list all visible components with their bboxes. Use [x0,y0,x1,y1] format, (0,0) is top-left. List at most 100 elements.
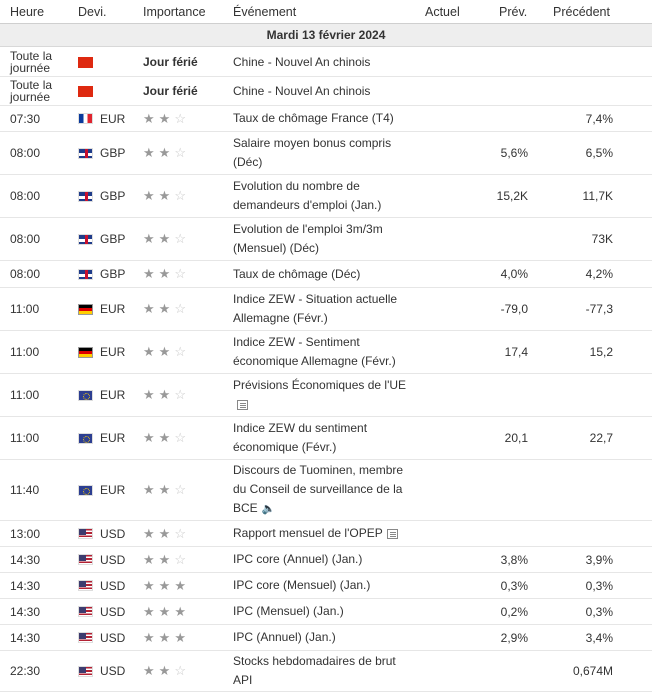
event-name[interactable]: Indice ZEW du sentiment économique (Févr.… [233,417,415,459]
previous-value: 0,3% [585,604,613,619]
flag-us-icon [78,606,93,617]
previous-value: 73K [591,232,613,246]
table-row[interactable]: 08:00 GBP ★ ★ ☆ Evolution du nombre de demande… [0,175,652,218]
table-row[interactable]: 14:30 USD ★ ★ ★ IPC (Mensuel) (Jan.) 0,2% 0,3% [0,599,652,625]
event-name[interactable]: Discours de Tuominen, membre du Conseil d… [233,460,415,520]
event-time: 08:00 [10,189,41,203]
importance-stars: ★ ★ ☆ [143,431,190,444]
event-name[interactable]: Evolution du nombre de demandeurs d'emplo… [233,175,415,217]
actual-value [418,573,464,598]
col-header-importance[interactable]: Importance [143,5,206,19]
previous-value [540,521,613,546]
table-row[interactable]: 11:00 EUR ★ ★ ☆ Indice ZEW du sentiment économ… [0,417,652,460]
star-filled-icon: ★ [158,629,171,645]
table-row[interactable]: 11:00 EUR ★ ★ ☆ Indice ZEW - Sentiment économi… [0,331,652,374]
event-name-text: Prévisions Économiques de l'UE [233,378,407,392]
importance-cell: ★ ★ ☆ [143,175,229,217]
forecast-value [470,106,528,131]
speaker-icon[interactable]: 🔈 [261,502,276,515]
event-name[interactable]: Chine - Nouvel An chinois [233,77,415,105]
event-time: 11:00 [10,345,40,359]
holiday-label: Jour férié [143,84,198,98]
star-filled-icon: ★ [174,603,186,619]
star-empty-icon: ☆ [174,482,186,497]
event-name[interactable]: Indice ZEW - Situation actuelle Allemagne… [233,288,415,330]
currency-cell: EUR [78,417,140,459]
event-name[interactable]: IPC (Mensuel) (Jan.) [233,599,415,624]
event-name-text: Evolution de l'emploi 3m/3m [233,222,383,236]
star-empty-icon: ☆ [174,525,186,541]
event-name[interactable]: Evolution de l'emploi 3m/3m (Mensuel) (Dé… [233,218,415,260]
event-name[interactable]: Indice ZEW - Sentiment économique Allemag… [233,331,415,373]
event-name[interactable]: Prévisions Économiques de l'UE [233,374,415,416]
currency-code: EUR [100,111,126,126]
currency-code: GBP [100,267,126,281]
event-time: 11:00 [10,302,40,316]
table-row[interactable]: 11:00 EUR ★ ★ ☆ Indice ZEW - Situation actuel… [0,288,652,331]
table-row[interactable]: Toute la journée Jour férié Chine - Nouvel … [0,48,652,77]
event-name-text: BCE [233,501,258,516]
table-row[interactable]: 22:30 USD ★ ★ ☆ Stocks hebdomadaires de brut A… [0,651,652,692]
flag-us-icon [78,528,93,539]
star-filled-icon: ★ [143,188,155,203]
col-header-forecast[interactable]: Prév. [499,5,528,19]
currency-cell: EUR [78,288,140,330]
event-name[interactable]: IPC (Annuel) (Jan.) [233,625,415,650]
event-name[interactable]: Salaire moyen bonus compris (Déc) [233,132,415,174]
document-icon[interactable] [386,528,398,539]
currency-code: USD [100,664,126,678]
table-row[interactable]: 11:40 EUR ★ ★ ☆ Discours de Tuominen, membre d… [0,460,652,521]
table-row[interactable]: Toute la journée Jour férié Chine - Nouvel … [0,77,652,106]
importance-stars: ★ ★ ★ [143,579,190,592]
event-name-line: Indice ZEW - Situation actuelle [233,290,397,309]
table-row[interactable]: 13:00 USD ★ ★ ☆ Rapport mensuel de l'OPEP [0,521,652,547]
col-header-currency[interactable]: Devi. [78,5,107,19]
importance-stars: ★ ★ ☆ [143,387,190,402]
actual-value [418,599,464,624]
event-name-line: du Conseil de surveillance de la [233,480,403,499]
event-name-text: Chine - Nouvel An chinois [233,54,371,69]
table-row[interactable]: 14:30 USD ★ ★ ☆ IPC core (Annuel) (Jan.) 3,8% 3… [0,547,652,573]
star-empty-icon: ☆ [174,231,186,246]
previous-value [540,77,613,105]
previous-value: -77,3 [585,302,613,316]
star-empty-icon: ☆ [174,145,186,160]
table-row[interactable]: 07:30 EUR ★ ★ ☆ Taux de chômage France (T4) 7,… [0,106,652,132]
col-header-previous[interactable]: Précédent [553,5,610,19]
col-header-actual[interactable]: Actuel [425,5,460,19]
event-name[interactable]: Taux de chômage France (T4) [233,106,415,131]
star-filled-icon: ★ [158,188,171,203]
event-name[interactable]: IPC core (Mensuel) (Jan.) [233,573,415,598]
flag-eu-icon [78,484,93,496]
flag-de-icon [78,303,93,315]
table-row[interactable]: 14:30 USD ★ ★ ★ IPC (Annuel) (Jan.) 2,9% 3,4% [0,625,652,651]
actual-value [418,77,464,105]
previous-value: 6,5% [585,146,613,160]
event-name[interactable]: Chine - Nouvel An chinois [233,48,415,76]
event-name[interactable]: Taux de chômage (Déc) [233,261,415,287]
star-filled-icon: ★ [158,231,171,246]
event-name-text: Evolution du nombre de [233,179,360,193]
previous-value: 4,2% [585,267,613,281]
table-row[interactable]: 08:00 GBP ★ ★ ☆ Evolution de l'emploi 3m/3m (M… [0,218,652,261]
document-icon[interactable] [237,399,248,410]
event-name[interactable]: Stocks hebdomadaires de brut API [233,651,415,691]
event-time-line: Toute la [10,78,53,92]
flag-gb-icon [78,190,93,202]
star-filled-icon: ★ [143,387,155,402]
actual-value [418,547,464,572]
table-row[interactable]: 11:00 EUR ★ ★ ☆ Prévisions Économiques de l'U… [0,374,652,417]
table-row[interactable]: 14:30 USD ★ ★ ★ IPC core (Mensuel) (Jan.) 0,3%… [0,573,652,599]
event-name-line: Indice ZEW - Sentiment [233,333,396,352]
event-time: 11:00 [10,431,40,445]
table-row[interactable]: 08:00 GBP ★ ★ ☆ Salaire moyen bonus compris (D… [0,132,652,175]
currency-cell: GBP [78,218,140,260]
event-name[interactable]: IPC core (Annuel) (Jan.) [233,547,415,572]
currency-cell: USD [78,547,140,572]
col-header-event[interactable]: Événement [233,5,297,19]
table-row[interactable]: 08:00 GBP ★ ★ ☆ Taux de chômage (Déc) 4,0% 4,2% [0,261,652,288]
event-name[interactable]: Rapport mensuel de l'OPEP [233,521,415,546]
currency-code: USD [100,630,126,645]
col-header-time[interactable]: Heure [10,5,45,19]
event-name-line: Evolution du nombre de [233,177,381,196]
